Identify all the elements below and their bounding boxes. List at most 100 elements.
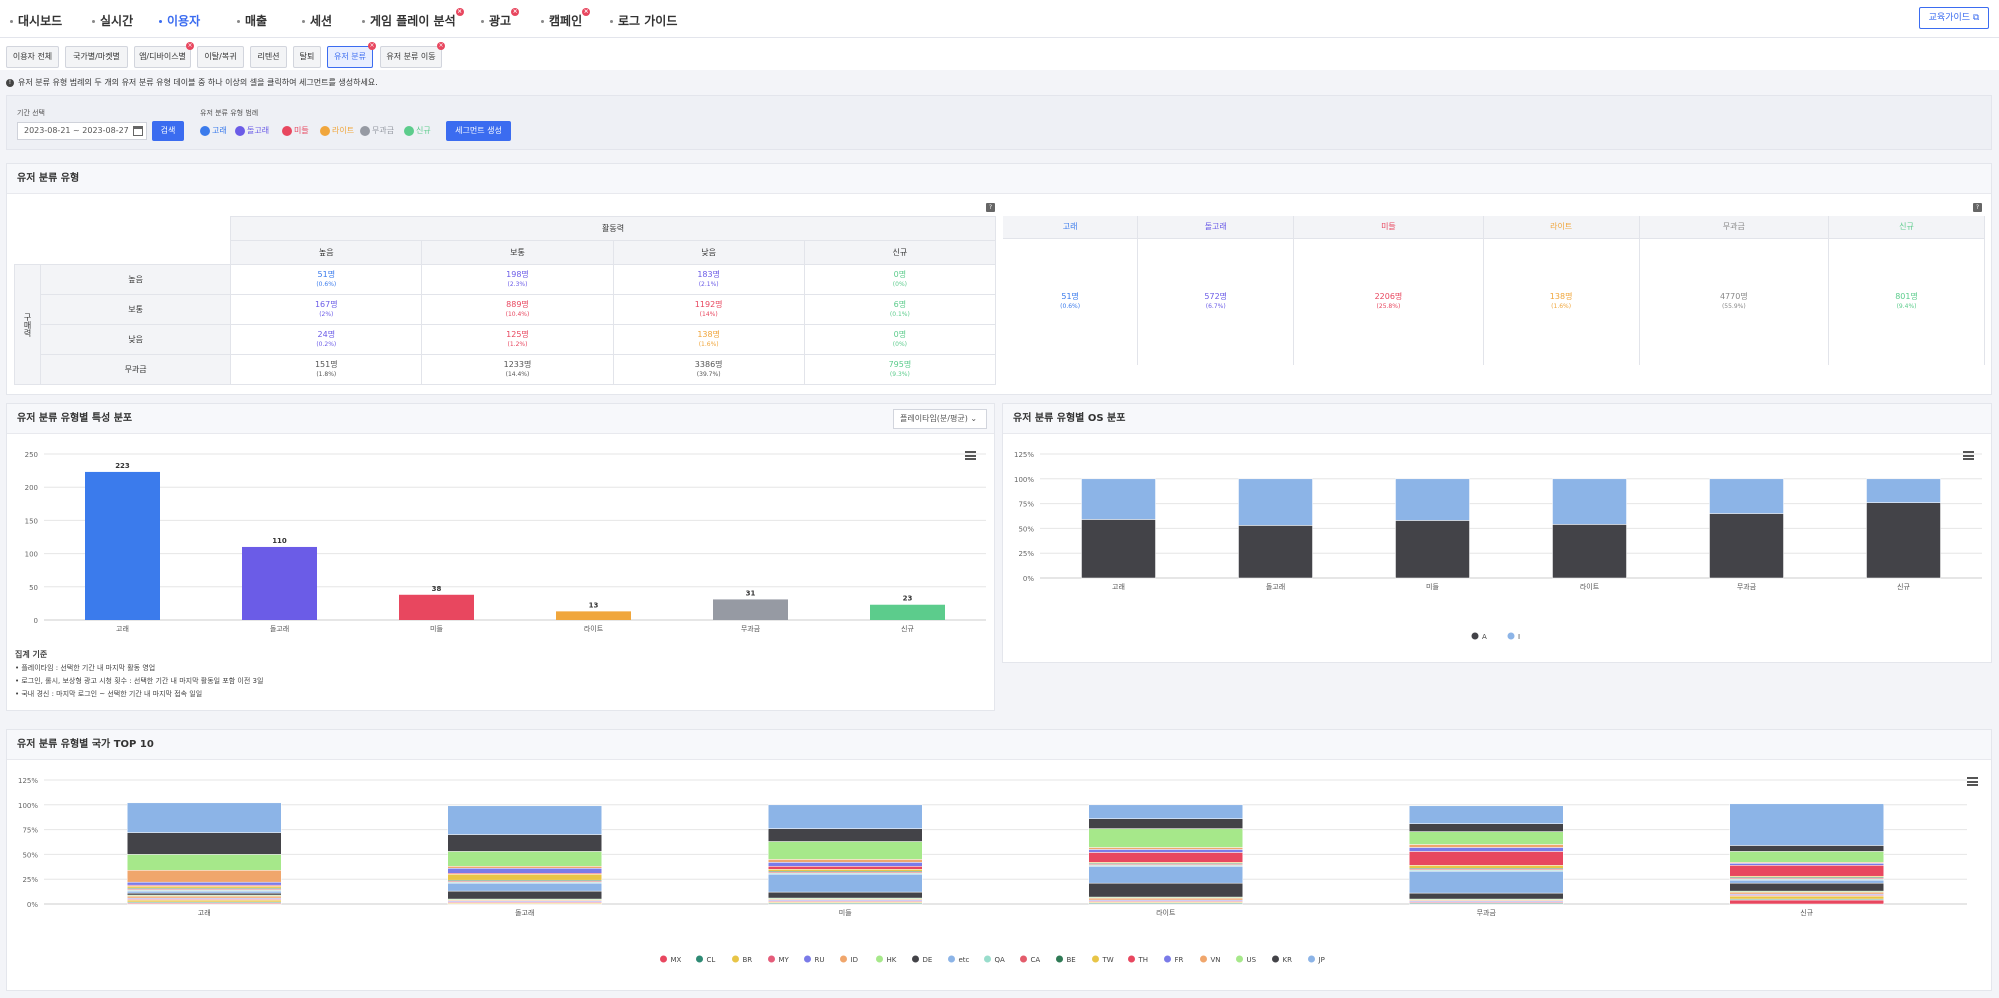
education-guide-button[interactable]: 교육가이드 ⧉ — [1919, 7, 1989, 29]
user-type-panel: 유저 분류 유형 ? ? 활동력 높음 보통 낮음 신규 구매력 높음 51명 (0.6%) 19… — [6, 163, 1992, 395]
matrix-cell[interactable]: 889명 (10.4%) — [421, 294, 614, 325]
nav-item-label: 광고 — [489, 14, 512, 28]
sub-tab[interactable]: 유저 분류 × — [327, 42, 376, 68]
summary-cell[interactable]: 4770명 (55.9%) — [1639, 238, 1830, 365]
legend-chip[interactable]: 고래 — [200, 125, 227, 136]
sub-tab-label: 앱/디바이스별 — [139, 52, 186, 61]
legend-chip[interactable]: 라이트 — [320, 125, 354, 136]
summary-cell[interactable]: 138명 (1.6%) — [1483, 238, 1640, 365]
nav-item[interactable]: 로그 가이드 — [610, 12, 677, 29]
legend-marker — [1164, 955, 1171, 963]
legend-label: MY — [779, 956, 790, 964]
sub-tab[interactable]: 이용자 전체 — [6, 46, 59, 68]
date-range-input[interactable]: 2023-08-21 ~ 2023-08-27 — [17, 122, 147, 140]
matrix-cell[interactable]: 198명 (2.3%) — [421, 264, 614, 295]
cell-percent: (0%) — [892, 340, 907, 348]
summary-header: 신규 — [1828, 216, 1985, 239]
bullet-icon — [302, 20, 305, 23]
bar-segment — [1709, 478, 1784, 514]
bar-segment — [127, 870, 282, 883]
matrix-cell[interactable]: 0명 (0%) — [803, 264, 997, 295]
nav-item[interactable]: 광고 × — [481, 8, 520, 29]
matrix-cell[interactable]: 6명 (0.1%) — [803, 294, 997, 325]
sub-tab[interactable]: 국가별/마켓별 — [65, 46, 128, 68]
matrix-cell[interactable]: 3386명 (39.7%) — [612, 354, 805, 385]
bar-segment — [1552, 524, 1627, 579]
bar-segment — [1395, 478, 1470, 521]
user-type-summary: 고래 돌고래 미들 라이트 무과금 신규 51명 (0.6%) 572명 (6.7%) 2206명(… — [1003, 216, 1985, 365]
summary-cell[interactable]: 2206명 (25.8%) — [1293, 238, 1484, 365]
matrix-cell[interactable]: 183명 (2.1%) — [612, 264, 805, 295]
legend-chip-label: 돌고래 — [247, 126, 270, 135]
legend-chip-label: 신규 — [416, 126, 431, 135]
legend-marker — [1308, 955, 1315, 963]
bullet-icon — [10, 20, 13, 23]
sub-tab[interactable]: 유저 분류 이동 × — [380, 42, 445, 68]
os-stacked-chart: 0% 25% 50% 75% 100% 125% 고래 돌고래 미들 라이트 무과금 신규 A I — [1014, 451, 1982, 641]
bar-segment — [1088, 828, 1243, 848]
nav-item[interactable]: 이용자 — [159, 12, 200, 29]
help-icon[interactable]: ? — [1973, 203, 1982, 212]
chevron-down-icon: ⌄ — [970, 414, 978, 423]
sub-tab[interactable]: 리텐션 — [250, 46, 287, 68]
legend-chip[interactable]: 신규 — [404, 125, 431, 136]
nav-item-label: 매출 — [245, 14, 268, 28]
calendar-icon[interactable] — [133, 126, 143, 136]
sub-tab[interactable]: 앱/디바이스별 × — [134, 42, 194, 68]
matrix-cell[interactable]: 795명 (9.3%) — [803, 354, 997, 385]
nav-item[interactable]: 세션 — [302, 12, 332, 29]
bar-segment — [447, 873, 602, 881]
help-icon[interactable]: ? — [986, 203, 995, 212]
bar-segment — [1081, 519, 1156, 579]
x-tick-label: 신규 — [1800, 908, 1813, 917]
cell-count: 24명 — [317, 329, 336, 339]
sub-tab[interactable]: 탈퇴 — [293, 46, 321, 68]
matrix-cell[interactable]: 151명 (1.8%) — [230, 354, 423, 385]
nav-item[interactable]: 실시간 — [92, 12, 133, 29]
search-button[interactable]: 검색 — [152, 121, 184, 141]
matrix-cell[interactable]: 51명 (0.6%) — [230, 264, 423, 295]
legend-label: MX — [671, 956, 682, 964]
top-navigation: 대시보드 실시간 이용자 매출 세션 게임 플레이 분석 × 광고 × 캠페인 × 로그 가이드 교육가… — [0, 0, 1999, 38]
nav-item-label: 로그 가이드 — [618, 14, 678, 28]
matrix-cell[interactable]: 24명 (0.2%) — [230, 324, 423, 355]
legend-marker — [1056, 955, 1063, 963]
bar-segment — [1409, 871, 1564, 894]
cell-percent: (10.4%) — [505, 310, 530, 318]
summary-cell[interactable]: 51명 (0.6%) — [1003, 238, 1139, 365]
notice-message: 유저 분류 유형 범례의 두 개의 유저 분류 유형 데이블 중 하나 이상의 … — [18, 78, 378, 87]
summary-count: 4770명 — [1719, 291, 1748, 301]
nav-item[interactable]: 매출 — [237, 12, 267, 29]
chart-menu-icon[interactable] — [1967, 777, 1978, 786]
country-top10-title: 유저 분류 유형별 국가 TOP 10 — [7, 730, 1991, 760]
chart-menu-icon[interactable] — [1963, 451, 1974, 460]
bar-segment — [1729, 863, 1884, 866]
legend-chip[interactable]: 미들 — [282, 125, 309, 136]
nav-item[interactable]: 게임 플레이 분석 × — [362, 8, 464, 29]
nav-item[interactable]: 대시보드 — [10, 12, 62, 29]
matrix-cell[interactable]: 1192명 (14%) — [612, 294, 805, 325]
matrix-cell[interactable]: 167명 (2%) — [230, 294, 423, 325]
sub-tab[interactable]: 이탈/복귀 — [197, 46, 244, 68]
cell-count: 6명 — [893, 299, 907, 309]
nav-item[interactable]: 캠페인 × — [541, 8, 591, 29]
x-tick-label: 라이트 — [584, 624, 604, 633]
bar-segment — [127, 854, 282, 871]
matrix-cell[interactable]: 0명 (0%) — [803, 324, 997, 355]
bar-segment — [127, 895, 282, 899]
create-segment-button[interactable]: 세그먼트 생성 — [446, 121, 511, 141]
matrix-cell[interactable]: 138명 (1.6%) — [612, 324, 805, 355]
cell-count: 3386명 — [694, 359, 723, 369]
column-header: 신규 — [803, 240, 997, 265]
chart-menu-icon[interactable] — [965, 451, 976, 460]
legend-marker — [1092, 955, 1099, 963]
summary-cell[interactable]: 801명 (9.4%) — [1828, 238, 1985, 365]
matrix-cell[interactable]: 1233명 (14.4%) — [421, 354, 614, 385]
summary-cell[interactable]: 572명 (6.7%) — [1137, 238, 1295, 365]
bar-segment — [1081, 478, 1156, 520]
legend-chip[interactable]: 무과금 — [360, 125, 394, 136]
metric-select[interactable]: 플레이타임(분/평균) ⌄ — [893, 409, 987, 429]
matrix-cell[interactable]: 125명 (1.2%) — [421, 324, 614, 355]
bar-segment — [1729, 879, 1884, 884]
legend-chip[interactable]: 돌고래 — [235, 125, 269, 136]
